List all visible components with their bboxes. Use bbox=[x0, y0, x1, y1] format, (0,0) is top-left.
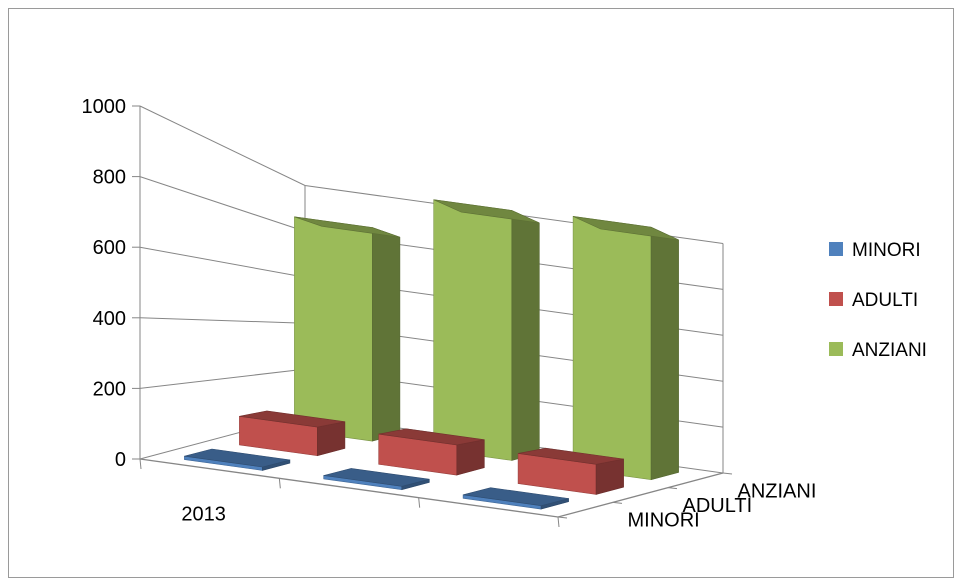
legend-label: MINORI bbox=[852, 240, 921, 261]
x-tick-mark bbox=[557, 516, 560, 528]
bar-top bbox=[323, 468, 430, 487]
gridline bbox=[139, 105, 724, 244]
legend-label: ADULTI bbox=[852, 290, 918, 311]
y-tick-label: 600 bbox=[93, 237, 126, 259]
depth-tick-mark bbox=[722, 472, 733, 475]
bar-side bbox=[317, 421, 346, 457]
bar-side bbox=[456, 439, 485, 476]
depth-tick-label: ANZIANI bbox=[738, 480, 817, 502]
x-tick-mark bbox=[139, 458, 142, 470]
bar-adulti bbox=[239, 410, 346, 457]
bar-front bbox=[433, 199, 513, 461]
bar-top bbox=[378, 428, 485, 446]
bar-side bbox=[372, 227, 401, 442]
bar-minori bbox=[323, 468, 430, 491]
x-tick-mark bbox=[418, 497, 421, 508]
bar-anziani bbox=[294, 216, 401, 442]
bar-top bbox=[518, 447, 624, 465]
x-tick-label: 2013 bbox=[181, 504, 226, 526]
y-tick-label: 400 bbox=[93, 308, 126, 330]
legend-swatch bbox=[829, 292, 843, 306]
bar-side bbox=[650, 226, 679, 481]
bar-top bbox=[463, 487, 569, 507]
legend-swatch bbox=[829, 242, 843, 256]
bar-minori bbox=[462, 487, 569, 510]
bar-anziani bbox=[572, 216, 679, 481]
y-tick-label: 200 bbox=[93, 378, 126, 400]
bars bbox=[184, 199, 679, 510]
bar-side bbox=[511, 210, 540, 461]
depth-tick-mark bbox=[667, 487, 678, 490]
depth-tick-label: ADULTI bbox=[683, 495, 753, 517]
bar-side bbox=[595, 458, 624, 495]
x-axis: 2013 bbox=[139, 458, 560, 528]
legend-label: ANZIANI bbox=[852, 340, 927, 361]
bar-anziani bbox=[433, 199, 540, 461]
x-tick-mark bbox=[278, 478, 281, 489]
bar-top bbox=[184, 448, 290, 468]
legend-swatch bbox=[829, 342, 843, 356]
y-tick-label: 0 bbox=[115, 449, 126, 471]
y-tick-label: 1000 bbox=[82, 96, 127, 118]
depth-tick-mark bbox=[557, 516, 568, 519]
y-tick-label: 800 bbox=[93, 167, 126, 189]
bar-front bbox=[572, 216, 652, 481]
bar-front bbox=[294, 216, 373, 442]
depth-tick-mark bbox=[612, 501, 623, 504]
bar-top bbox=[433, 199, 540, 224]
legend: MINORI ADULTI ANZIANI bbox=[829, 240, 927, 361]
depth-tick-label: MINORI bbox=[628, 510, 700, 532]
bar-minori bbox=[184, 448, 291, 471]
bar-top bbox=[572, 216, 679, 241]
bar-adulti bbox=[517, 447, 624, 495]
bar-adulti bbox=[378, 428, 485, 476]
y-axis: 0 200 400 600 800 1000 bbox=[82, 96, 140, 471]
bar-top bbox=[294, 216, 400, 238]
bar-top bbox=[239, 410, 345, 428]
